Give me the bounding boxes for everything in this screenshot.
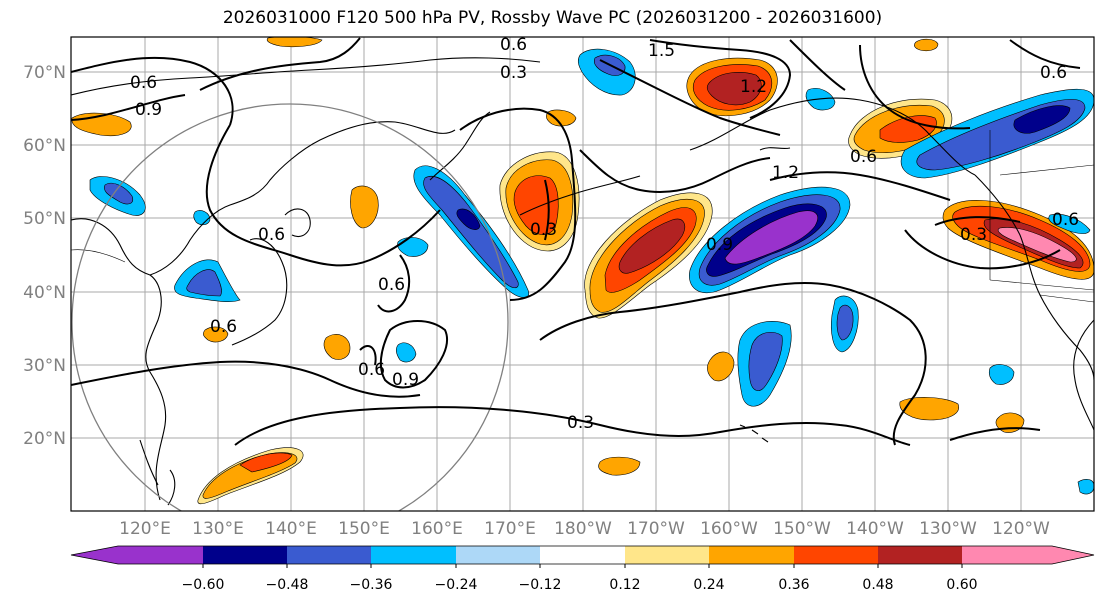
lat-label: 30°N	[23, 356, 66, 376]
colorbar-tick-label: 0.60	[946, 577, 977, 593]
colorbar-extend-min	[71, 546, 118, 564]
svg-text:0.3: 0.3	[500, 63, 527, 83]
negative-anomalies	[89, 48, 1094, 495]
svg-text:0.3: 0.3	[960, 225, 987, 245]
svg-text:0.6: 0.6	[258, 225, 285, 245]
svg-text:0.3: 0.3	[567, 413, 594, 433]
lat-label: 50°N	[23, 209, 66, 229]
lon-label: 170°W	[627, 519, 685, 539]
colorbar-segment	[371, 546, 456, 564]
colorbar-segment	[118, 546, 203, 564]
lat-label: 70°N	[23, 63, 66, 83]
lon-label: 150°W	[773, 519, 831, 539]
lon-label: 180°W	[554, 519, 612, 539]
colorbar-segment	[540, 546, 625, 564]
svg-text:1.5: 1.5	[648, 41, 675, 61]
lon-label: 140°W	[846, 519, 904, 539]
colorbar-tick-label: −0.48	[266, 577, 309, 593]
colorbar	[70, 545, 1095, 568]
lon-label: 130°E	[192, 519, 244, 539]
svg-text:0.6: 0.6	[378, 275, 405, 295]
lon-label: 160°E	[411, 519, 463, 539]
lat-label: 60°N	[23, 136, 66, 156]
svg-text:0.9: 0.9	[706, 235, 733, 255]
colorbar-tick-label: −0.12	[519, 577, 562, 593]
colorbar-outline	[70, 545, 1095, 565]
colorbar-segment	[625, 546, 709, 564]
contour-labels: 0.6 0.9 0.6 0.6 0.6 0.9 0.3 0.3 0.6 1.5 …	[130, 35, 1079, 433]
colorbar-tick-label: 0.12	[609, 577, 640, 593]
lon-label: 160°W	[700, 519, 758, 539]
lon-label: 170°E	[484, 519, 536, 539]
svg-text:0.6: 0.6	[1052, 210, 1079, 230]
svg-text:0.9: 0.9	[135, 100, 162, 120]
lat-label: 20°N	[23, 429, 66, 449]
lon-label: 140°E	[265, 519, 317, 539]
lon-label: 120°W	[992, 519, 1050, 539]
lon-label: 150°E	[338, 519, 390, 539]
lon-label: 120°E	[119, 519, 171, 539]
pv-contours	[71, 37, 1081, 446]
colorbar-tick-label: 0.24	[693, 577, 724, 593]
colorbar-segment	[709, 546, 794, 564]
svg-text:0.6: 0.6	[358, 360, 385, 380]
colorbar-tick-label: −0.60	[182, 577, 225, 593]
borders	[71, 130, 1094, 303]
latitude-labels: 70°N 60°N 50°N 40°N 30°N 20°N	[23, 63, 66, 449]
svg-text:0.6: 0.6	[500, 35, 527, 55]
svg-text:1.2: 1.2	[740, 77, 767, 97]
svg-text:0.9: 0.9	[392, 370, 419, 390]
colorbar-extend-max	[1052, 546, 1094, 564]
colorbar-tick-label: −0.36	[350, 577, 393, 593]
svg-text:0.3: 0.3	[530, 220, 557, 240]
colorbar-segment	[456, 546, 540, 564]
svg-text:0.6: 0.6	[210, 317, 237, 337]
figure-title: 2026031000 F120 500 hPa PV, Rossby Wave …	[222, 8, 883, 28]
colorbar-tick-label: −0.24	[435, 577, 478, 593]
reference-circle	[71, 103, 509, 511]
positive-anomalies	[71, 37, 1094, 505]
colorbar-tick-label: 0.48	[862, 577, 893, 593]
lat-label: 40°N	[23, 283, 66, 303]
svg-text:0.6: 0.6	[1040, 63, 1067, 83]
colorbar-segment	[203, 546, 287, 564]
longitude-labels: 120°E 130°E 140°E 150°E 160°E 170°E 180°…	[119, 519, 1050, 539]
svg-text:1.2: 1.2	[772, 163, 799, 183]
colorbar-tick-label: 0.36	[778, 577, 809, 593]
colorbar-segment	[962, 546, 1052, 564]
map-frame	[70, 36, 1095, 512]
colorbar-segment	[287, 546, 371, 564]
coastlines	[71, 57, 1094, 506]
svg-text:0.6: 0.6	[850, 147, 877, 167]
svg-text:0.6: 0.6	[130, 73, 157, 93]
lon-label: 130°W	[919, 519, 977, 539]
colorbar-segment	[878, 546, 962, 564]
colorbar-segment	[794, 546, 878, 564]
colorbar-labels: −0.60 −0.48 −0.36 −0.24 −0.12 0.12 0.24 …	[182, 577, 978, 593]
